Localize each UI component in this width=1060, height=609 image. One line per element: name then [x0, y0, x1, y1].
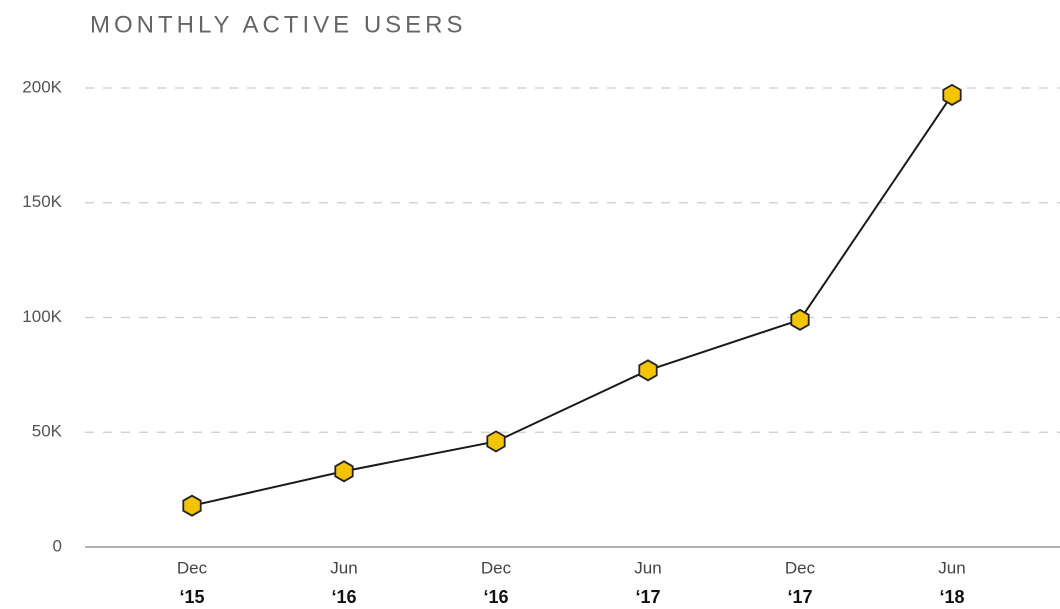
y-tick-label: 200K: [22, 77, 62, 96]
x-tick-label: Dec: [481, 558, 512, 577]
point-marker: [790, 308, 810, 331]
line: [191, 94, 953, 507]
chart-title: MONTHLY ACTIVE USERS: [90, 11, 467, 38]
y-tick-label: 0: [53, 536, 62, 555]
point-marker: [638, 359, 658, 382]
x-tick-label: Dec: [177, 558, 208, 577]
point-marker: [942, 83, 962, 106]
x-tick-label: Dec: [785, 558, 816, 577]
x-tick-label: ‘15: [179, 587, 204, 607]
y-tick-label: 100K: [22, 307, 62, 326]
x-tick-label: ‘16: [331, 587, 356, 607]
x-tick-label: Jun: [938, 558, 965, 577]
x-tick-label: ‘16: [483, 587, 508, 607]
x-tick-label: ‘17: [787, 587, 812, 607]
x-tick-label: Jun: [634, 558, 661, 577]
point-marker: [334, 460, 354, 483]
point-marker: [486, 430, 506, 453]
point-marker: [182, 494, 202, 517]
y-tick-label: 150K: [22, 192, 62, 211]
x-tick-label: ‘17: [635, 587, 660, 607]
y-tick-label: 50K: [32, 422, 63, 441]
x-tick-label: ‘18: [939, 587, 964, 607]
x-tick-label: Jun: [330, 558, 357, 577]
